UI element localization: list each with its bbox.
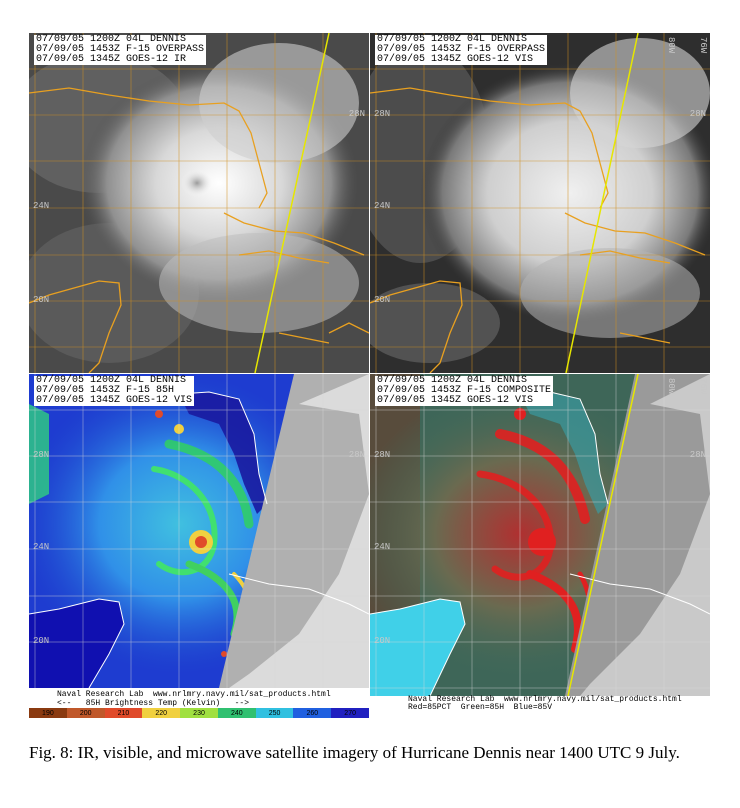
colorbar-segment: 230 [180,708,218,718]
composite-image [370,374,710,696]
panel-header: 07/09/05 1200Z 04L DENNIS 07/09/05 1453Z… [375,375,554,406]
lat-label: 28N [689,450,706,460]
visible-satellite-image [370,33,710,373]
lon-label: 80W [666,378,676,395]
composite-panel: 07/09/05 1200Z 04L DENNIS 07/09/05 1453Z… [370,374,710,714]
microwave-85h-panel: 07/09/05 1200Z 04L DENNIS 07/09/05 1453Z… [29,374,369,714]
lat-label: 24N [33,542,50,552]
composite-legend: Naval Research Lab www.nrlmry.navy.mil/s… [370,696,710,714]
lat-label: 24N [374,542,391,552]
panel-header: 07/09/05 1200Z 04L DENNIS 07/09/05 1453Z… [34,34,207,65]
lat-label: 20N [374,295,391,305]
lat-label: 28N [374,450,391,460]
lat-label: 20N [33,636,50,646]
panel-header: 07/09/05 1200Z 04L DENNIS 07/09/05 1453Z… [375,34,548,65]
colorbar-segment: 200 [66,708,105,718]
microwave-legend: Naval Research Lab www.nrlmry.navy.mil/s… [29,688,370,718]
colorbar-segment: 190 [29,708,67,718]
lat-label: 28N [348,109,365,119]
colorbar-segment: 250 [255,708,294,718]
colorbar-segment: 270 [331,708,370,718]
overpass-line [565,33,639,373]
colorbar-segment: 240 [217,708,256,718]
ir-satellite-image [29,33,369,373]
lon-label: 80W [666,37,676,54]
lat-label: 24N [33,201,50,211]
lat-label: 28N [348,450,365,460]
credit-text: Naval Research Lab www.nrlmry.navy.mil/s… [57,690,331,708]
brightness-temp-colorbar: 190 200 210 220 230 240 250 260 270 [29,708,370,718]
ir-satellite-panel: 07/09/05 1200Z 04L DENNIS 07/09/05 1453Z… [29,33,369,373]
figure-caption: Fig. 8: IR, visible, and microwave satel… [29,743,680,762]
panel-header: 07/09/05 1200Z 04L DENNIS 07/09/05 1453Z… [34,375,195,406]
lon-label: 76W [698,378,708,395]
microwave-85h-image [29,374,369,688]
colorbar-segment: 220 [142,708,181,718]
lat-label: 20N [33,295,50,305]
colorbar-segment: 210 [104,708,143,718]
lon-label: 76W [698,37,708,54]
visible-satellite-panel: 07/09/05 1200Z 04L DENNIS 07/09/05 1453Z… [370,33,710,373]
lat-label: 24N [374,201,391,211]
lat-label: 28N [374,109,391,119]
lat-label: 28N [689,109,706,119]
lat-label: 20N [374,636,391,646]
credit-text: Naval Research Lab www.nrlmry.navy.mil/s… [408,695,682,712]
colorbar-segment: 260 [293,708,332,718]
overpass-line [254,33,330,373]
lat-label: 28N [33,450,50,460]
overpass-line [567,374,639,696]
